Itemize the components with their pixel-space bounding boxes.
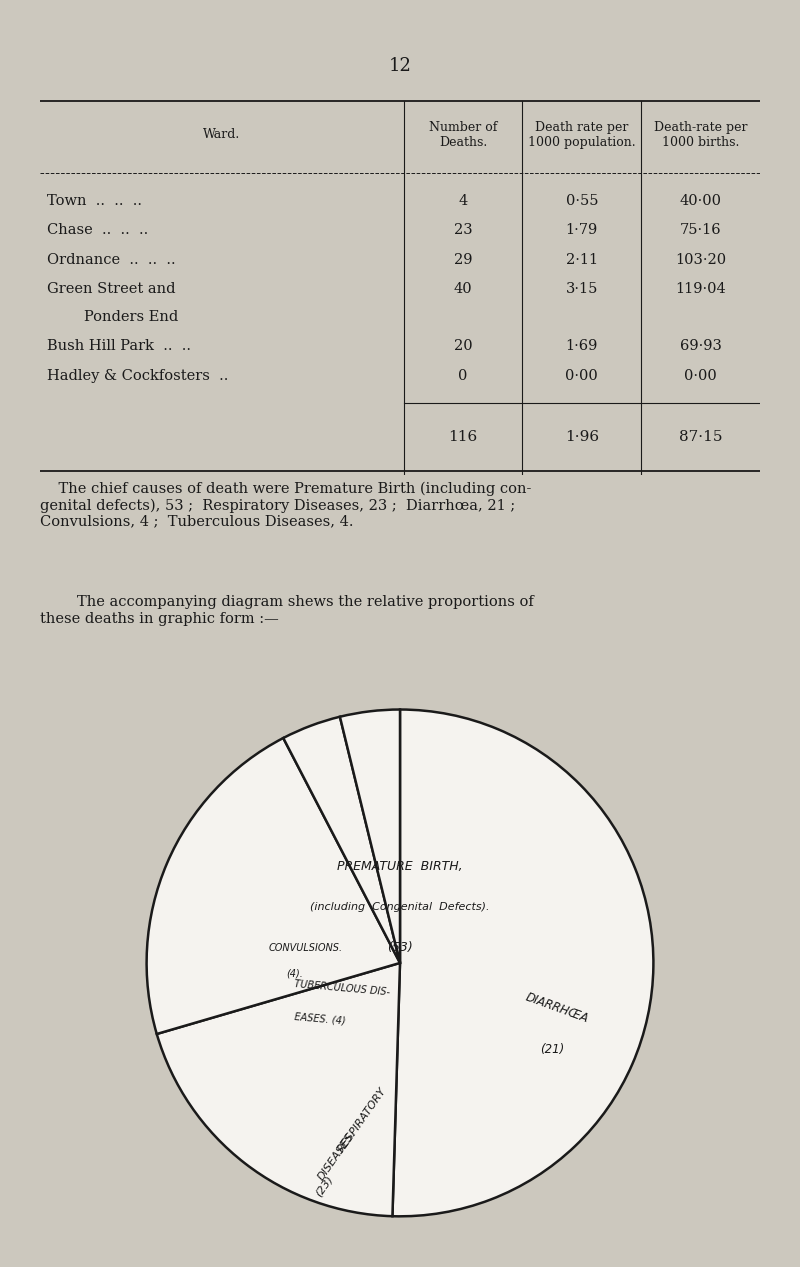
Wedge shape: [393, 710, 654, 1216]
Text: DISEASES.: DISEASES.: [316, 1129, 358, 1182]
Text: The accompanying diagram shews the relative proportions of
these deaths in graph: The accompanying diagram shews the relat…: [40, 595, 534, 626]
Wedge shape: [146, 737, 400, 1034]
Text: Number of
Deaths.: Number of Deaths.: [429, 120, 497, 150]
Text: 0: 0: [458, 369, 468, 384]
Text: (including  Congenital  Defects).: (including Congenital Defects).: [310, 902, 490, 912]
Text: 3·15: 3·15: [566, 281, 598, 296]
Text: PREMATURE  BIRTH,: PREMATURE BIRTH,: [337, 860, 463, 873]
Text: 87·15: 87·15: [679, 430, 722, 445]
Text: EASES. (4): EASES. (4): [294, 1011, 346, 1026]
Text: (4).: (4).: [286, 968, 303, 978]
Text: 23: 23: [454, 223, 472, 237]
Text: 0·55: 0·55: [566, 194, 598, 209]
Text: 20: 20: [454, 338, 472, 353]
Text: 0·00: 0·00: [684, 369, 717, 384]
Text: 1·79: 1·79: [566, 223, 598, 237]
Text: Chase  ..  ..  ..: Chase .. .. ..: [47, 223, 149, 237]
Text: Hadley & Cockfosters  ..: Hadley & Cockfosters ..: [47, 369, 229, 384]
Text: 2·11: 2·11: [566, 253, 598, 267]
Text: 75·16: 75·16: [680, 223, 722, 237]
Text: Ordnance  ..  ..  ..: Ordnance .. .. ..: [47, 253, 176, 267]
Text: Death rate per
1000 population.: Death rate per 1000 population.: [528, 120, 636, 150]
Text: Bush Hill Park  ..  ..: Bush Hill Park .. ..: [47, 338, 191, 353]
Text: 116: 116: [448, 430, 478, 445]
Text: 29: 29: [454, 253, 472, 267]
Text: 1·69: 1·69: [566, 338, 598, 353]
Wedge shape: [283, 717, 400, 963]
Text: The chief causes of death were Premature Birth (including con-
genital defects),: The chief causes of death were Premature…: [40, 481, 531, 528]
Text: 119·04: 119·04: [675, 281, 726, 296]
Text: Green Street and: Green Street and: [47, 281, 176, 296]
Text: TUBERCULOUS DIS-: TUBERCULOUS DIS-: [294, 979, 390, 997]
Text: (53): (53): [387, 941, 413, 954]
Wedge shape: [340, 710, 400, 963]
Text: Death-rate per
1000 births.: Death-rate per 1000 births.: [654, 120, 747, 150]
Text: 12: 12: [389, 57, 411, 75]
Text: RESPIRATORY: RESPIRATORY: [336, 1086, 388, 1154]
Text: 1·96: 1·96: [565, 430, 599, 445]
Text: 4: 4: [458, 194, 468, 209]
Text: DIARRHŒA: DIARRHŒA: [524, 991, 590, 1026]
Text: CONVULSIONS.: CONVULSIONS.: [268, 943, 342, 953]
Text: 69·93: 69·93: [680, 338, 722, 353]
Text: (21): (21): [540, 1043, 564, 1055]
Text: Ponders End: Ponders End: [47, 310, 178, 324]
Text: (23): (23): [314, 1173, 334, 1199]
Text: 103·20: 103·20: [675, 253, 726, 267]
Text: 40·00: 40·00: [680, 194, 722, 209]
Text: Town  ..  ..  ..: Town .. .. ..: [47, 194, 142, 209]
Text: 40: 40: [454, 281, 472, 296]
Text: Ward.: Ward.: [203, 128, 241, 142]
Text: 0·00: 0·00: [566, 369, 598, 384]
Wedge shape: [157, 963, 400, 1216]
